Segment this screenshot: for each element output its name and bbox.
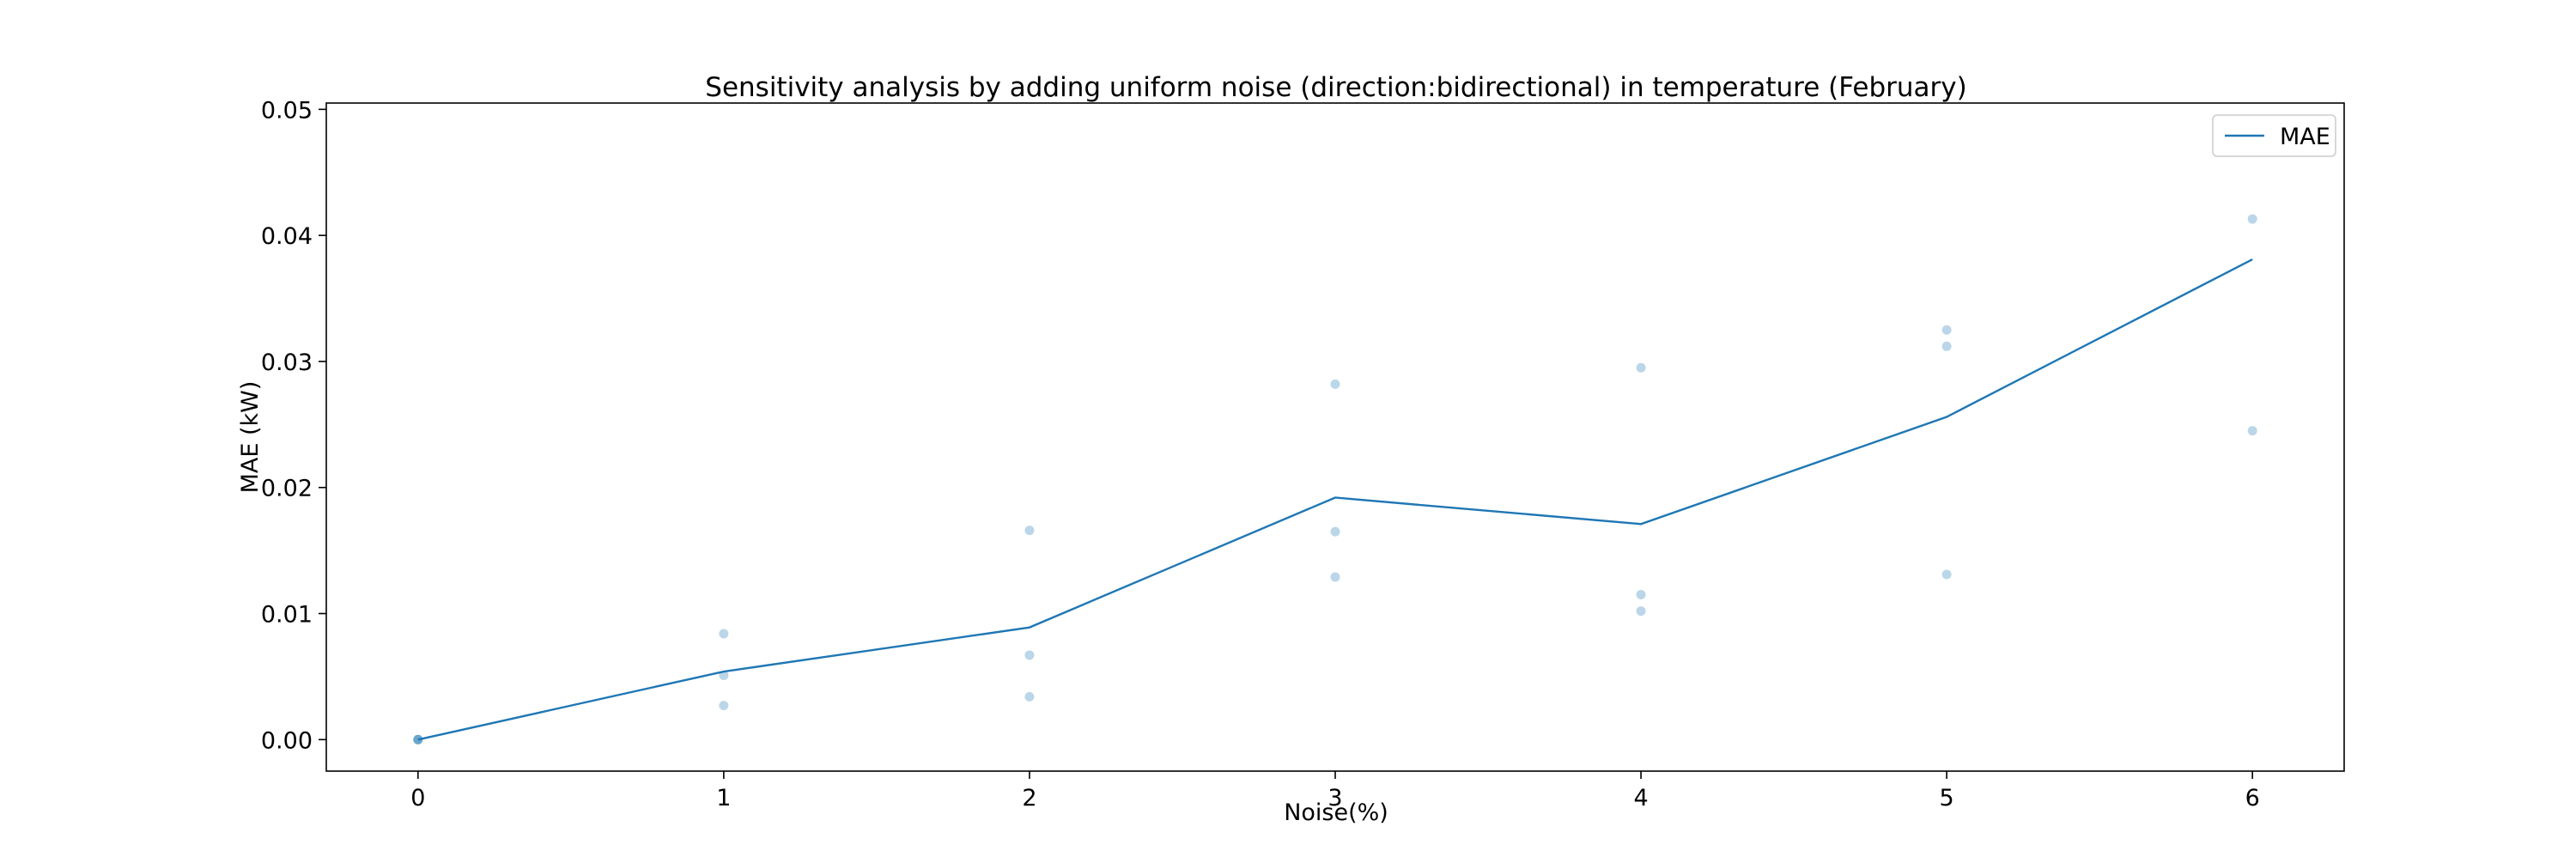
x-tick-label: 2 bbox=[1022, 785, 1036, 811]
chart-title: Sensitivity analysis by adding uniform n… bbox=[705, 72, 1966, 103]
x-axis-label: Noise(%) bbox=[1284, 799, 1388, 826]
x-tick-label: 0 bbox=[410, 785, 425, 811]
scatter-point bbox=[1941, 325, 1952, 335]
plot-area: 0 1 2 3 4 5 6 0.00 0.01 0.02 0.03 0.04 0.05 bbox=[261, 97, 2345, 811]
legend: MAE bbox=[2212, 114, 2336, 157]
scatter-point bbox=[1636, 589, 1646, 599]
scatter-point bbox=[719, 701, 729, 711]
scatter-point bbox=[1636, 606, 1646, 617]
x-tick-label: 5 bbox=[1940, 785, 1954, 811]
y-tick-label: 0.01 bbox=[261, 602, 313, 629]
scatter-point bbox=[2247, 426, 2257, 436]
series-line-mae bbox=[417, 258, 2253, 741]
y-tick-label: 0.00 bbox=[261, 727, 313, 754]
y-axis-label: MAE (kW) bbox=[237, 381, 264, 494]
scatter-point bbox=[1330, 526, 1340, 537]
scatter-point bbox=[1636, 362, 1646, 373]
y-tick-label: 0.05 bbox=[261, 97, 313, 124]
legend-label: MAE bbox=[2280, 124, 2330, 150]
scatter-point bbox=[2247, 214, 2257, 224]
scatter-point bbox=[1024, 526, 1035, 536]
scatter-point bbox=[1941, 569, 1952, 580]
x-tick-label: 3 bbox=[1327, 785, 1342, 811]
x-tick-label: 1 bbox=[716, 785, 731, 811]
x-tick-label: 4 bbox=[1633, 785, 1648, 811]
legend-box bbox=[2212, 114, 2336, 157]
y-tick-label: 0.02 bbox=[261, 476, 313, 502]
y-tick-label: 0.04 bbox=[261, 223, 313, 250]
scatter-point bbox=[1330, 379, 1340, 389]
y-tick-label: 0.03 bbox=[261, 349, 313, 376]
scatter-point bbox=[1330, 572, 1340, 582]
x-tick-label: 6 bbox=[2245, 785, 2260, 811]
scatter-point bbox=[719, 629, 729, 639]
scatter-point bbox=[1024, 691, 1035, 702]
scatter-point bbox=[1941, 341, 1952, 351]
scatter-point bbox=[1024, 650, 1035, 660]
